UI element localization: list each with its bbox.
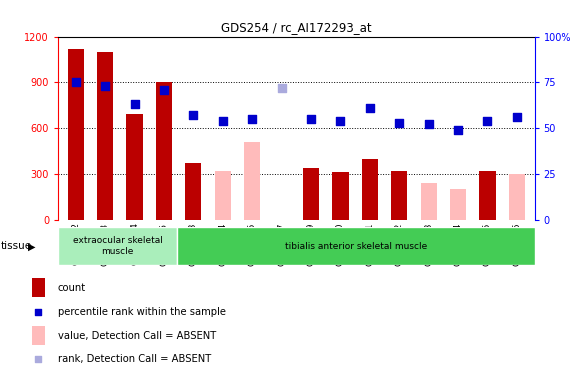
Point (483, 118, 492, 124)
Point (130, 101, 139, 107)
Point (394, 120, 404, 126)
Point (218, 118, 227, 124)
Point (71, 79, 80, 85)
Bar (391, 171, 407, 220)
Bar (215, 171, 231, 220)
Bar (97, 52, 113, 220)
Bar (31, 326, 45, 345)
Point (34, 309, 43, 315)
Point (277, 85, 286, 91)
Title: GDS254 / rc_AI172293_at: GDS254 / rc_AI172293_at (221, 21, 372, 34)
Bar (244, 142, 260, 220)
Text: count: count (58, 283, 86, 293)
Bar (156, 82, 172, 220)
Point (365, 105, 375, 111)
Text: extraocular skeletal
muscle: extraocular skeletal muscle (73, 236, 163, 256)
Bar (332, 172, 349, 220)
Point (336, 118, 345, 124)
Bar (177, 227, 535, 265)
Text: tibialis anterior skeletal muscle: tibialis anterior skeletal muscle (285, 242, 427, 251)
Text: percentile rank within the sample: percentile rank within the sample (58, 307, 226, 317)
Text: value, Detection Call = ABSENT: value, Detection Call = ABSENT (58, 330, 216, 340)
Bar (58, 227, 177, 265)
Bar (509, 174, 525, 220)
Point (306, 116, 315, 122)
Bar (185, 163, 202, 220)
Bar (450, 189, 466, 220)
Text: rank, Detection Call = ABSENT: rank, Detection Call = ABSENT (58, 354, 211, 364)
Point (159, 87, 168, 93)
Text: tissue: tissue (1, 241, 33, 251)
Bar (362, 158, 378, 220)
Point (424, 122, 433, 127)
Point (453, 127, 462, 133)
Bar (479, 171, 496, 220)
Text: ▶: ▶ (28, 241, 35, 251)
Bar (31, 279, 45, 298)
Point (512, 114, 522, 120)
Point (248, 116, 257, 122)
Bar (303, 168, 319, 220)
Point (101, 83, 110, 89)
Point (189, 112, 198, 118)
Bar (67, 49, 84, 220)
Point (34, 356, 43, 362)
Bar (127, 114, 143, 220)
Bar (421, 183, 437, 220)
